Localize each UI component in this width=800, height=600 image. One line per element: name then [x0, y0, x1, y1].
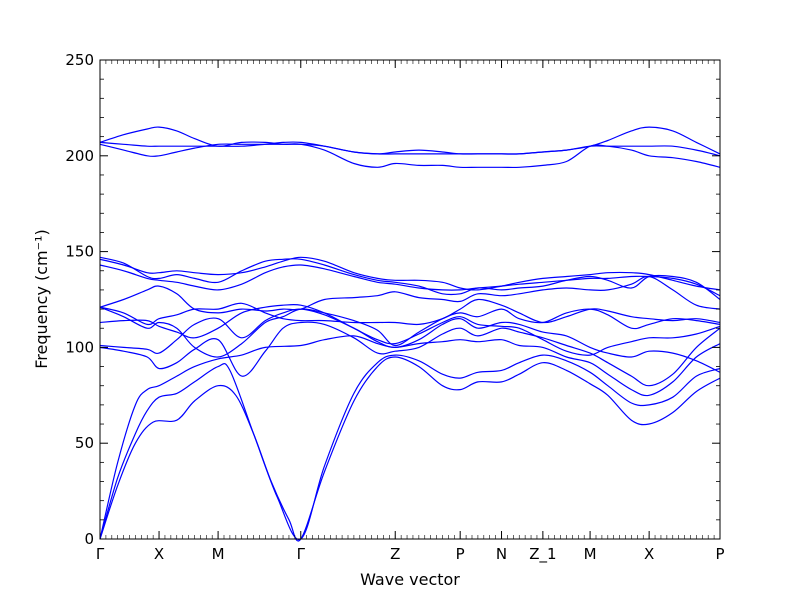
band-line-11	[99, 256, 721, 291]
bands-group	[99, 126, 721, 542]
x-tick-label: Γ	[96, 545, 105, 563]
band-line-10	[99, 264, 721, 297]
x-axis: Γ X M Γ Z P N Z_1 M X P	[96, 60, 725, 564]
x-tick-label: Γ	[297, 545, 306, 563]
y-tick-label: 0	[84, 530, 94, 548]
band-line-4	[99, 321, 721, 387]
y-axis: 0 50 100 150 200 250	[65, 51, 720, 548]
x-axis-label: Wave vector	[360, 570, 460, 589]
band-line-12	[99, 256, 721, 300]
x-tick-label: X	[154, 545, 164, 563]
x-tick-label: Z_1	[529, 545, 556, 564]
y-axis-label: Frequency (cm⁻¹)	[32, 229, 51, 368]
x-tick-label: Z	[390, 545, 400, 563]
y-tick-label: 200	[65, 147, 94, 165]
x-tick-label: M	[584, 545, 597, 563]
plot-frame	[99, 59, 721, 540]
x-tick-label: N	[496, 545, 507, 563]
y-tick-label: 150	[65, 243, 94, 261]
band-line-5	[99, 308, 721, 373]
band-line-8	[99, 298, 721, 326]
band-line-6	[99, 303, 721, 356]
x-tick-label: P	[456, 545, 465, 563]
band-line-15	[99, 143, 721, 169]
band-line-13	[99, 126, 721, 155]
band-line-3	[99, 335, 721, 540]
x-tick-label: M	[212, 545, 225, 563]
y-tick-label: 50	[75, 434, 94, 452]
band-line-9	[99, 275, 721, 314]
y-tick-label: 100	[65, 338, 94, 356]
band-line-7	[99, 306, 721, 358]
x-tick-label: X	[644, 545, 654, 563]
y-tick-label: 250	[65, 51, 94, 69]
band-line-2	[99, 354, 721, 540]
band-line-1	[99, 356, 721, 542]
x-tick-label: P	[715, 545, 724, 563]
